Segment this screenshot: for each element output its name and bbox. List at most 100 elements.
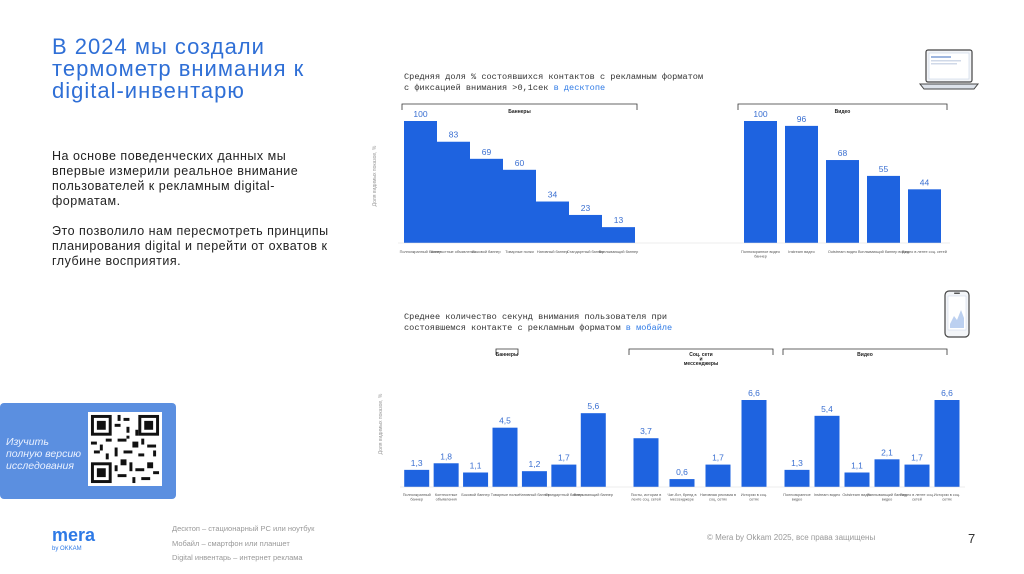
chart2-value-label: 6,6 xyxy=(748,388,760,398)
chart1-category-label: Нативный баннер xyxy=(537,250,568,254)
chart2-category-label: Полноэкранное видео xyxy=(783,493,810,502)
chart1-group-bracket xyxy=(401,103,638,110)
chart1-bar xyxy=(503,169,536,243)
chart1-title-highlight: в десктопе xyxy=(553,83,606,93)
chart1-value-label: 23 xyxy=(581,203,591,213)
qr-label[interactable]: Изучить полную версию исследования xyxy=(6,436,82,472)
chart2-value-label: 1,8 xyxy=(440,451,452,461)
chart1-desktop-attention: Доля видимых показов, % Баннеры 100 Полноэк… xyxy=(372,103,950,259)
chart2-category-label: Нативный баннер xyxy=(519,493,550,497)
chart1-value-label: 83 xyxy=(449,130,459,140)
chart2-title: Среднее количество секунд внимания польз… xyxy=(404,312,714,334)
chart2-value-label: 1,2 xyxy=(529,459,541,469)
chart2-bar xyxy=(492,427,518,487)
chart2-value-label: 6,6 xyxy=(941,388,953,398)
chart1-value-label: 34 xyxy=(548,190,558,200)
chart1-value-label: 44 xyxy=(920,177,930,187)
chart2-category-label: Товарные полки xyxy=(491,493,519,497)
chart1-value-label: 96 xyxy=(797,114,807,124)
chart2-group-bracket xyxy=(782,348,948,355)
chart2-ylabel: Доля видимых показов, % xyxy=(378,393,384,454)
chart1-category-label: Контекстные объявления xyxy=(431,250,476,254)
chart2-value-label: 5,6 xyxy=(587,401,599,411)
chart2-bar xyxy=(814,415,840,487)
chart1-category-label: Стандартный баннер xyxy=(567,250,604,254)
qr-code-graphic xyxy=(88,412,162,486)
chart2-bar xyxy=(741,400,767,487)
chart2-category-label: Истории в соц. сетях xyxy=(934,493,960,502)
chart1-category-label: Полноэкранное видео баннер xyxy=(741,250,780,259)
chart2-bar xyxy=(705,464,731,487)
chart2-category-label: Видео в ленте соц. сетей xyxy=(900,493,934,502)
chart2-value-label: 3,7 xyxy=(640,426,652,436)
chart1-bar xyxy=(437,141,470,243)
chart1-group-label: Видео xyxy=(835,109,851,115)
chart2-value-label: 1,1 xyxy=(851,461,863,471)
chart2-group-bracket xyxy=(495,348,519,355)
chart1-category-label: Всплывающий баннер видео xyxy=(858,250,909,254)
chart1-value-label: 13 xyxy=(614,215,624,225)
chart1-title: Средняя доля % состоявшихся контактов с … xyxy=(404,72,704,94)
chart2-bar xyxy=(784,469,810,487)
chart1-value-label: 69 xyxy=(482,147,492,157)
chart2-category-label: Боковой баннер xyxy=(461,493,489,497)
chart2-bar xyxy=(874,459,900,487)
chart2-category-label: Нативная реклама в соц. сетях xyxy=(700,493,736,502)
chart2-value-label: 5,4 xyxy=(821,404,833,414)
chart1-bar xyxy=(908,189,941,243)
chart2-category-label: Контекстные объявления xyxy=(435,493,458,502)
chart2-bar xyxy=(463,472,489,487)
chart1-category-label: Видео в ленте соц. сетей xyxy=(902,250,947,254)
chart2-mobile-seconds: Доля видимых показов, % Баннеры 1,3 Полноэк… xyxy=(378,348,965,502)
chart2-category-label: Всплывающий баннер xyxy=(574,493,613,497)
footnote-mobile: Мобайл – смартфон или планшет xyxy=(172,539,290,548)
chart2-value-label: 4,5 xyxy=(499,416,511,426)
chart2-bar xyxy=(551,464,577,487)
chart1-category-label: Боковой баннер xyxy=(472,250,500,254)
chart2-bar xyxy=(404,469,430,487)
chart2-value-label: 1,3 xyxy=(791,458,803,468)
chart1-bar xyxy=(470,158,503,243)
chart1-category-label: Полноэкранный баннер xyxy=(400,250,442,254)
chart2-category-label: Истории в соц. сетях xyxy=(741,493,767,502)
chart1-category-label: Instream видео xyxy=(788,250,814,254)
chart2-bar xyxy=(433,463,459,487)
chart2-bar xyxy=(580,413,606,487)
chart1-bar xyxy=(569,214,602,243)
chart2-category-label: Стандартный баннер xyxy=(545,493,582,497)
chart1-value-label: 100 xyxy=(413,109,427,119)
chart2-bar xyxy=(844,472,870,487)
chart2-bar xyxy=(633,438,659,487)
chart1-group-label: Баннеры xyxy=(508,109,531,115)
chart1-title-text: Средняя доля % состоявшихся контактов с … xyxy=(404,72,704,93)
chart2-group-bracket xyxy=(628,348,774,355)
page-number: 7 xyxy=(968,531,976,546)
chart2-value-label: 1,1 xyxy=(470,461,482,471)
chart2-value-label: 1,7 xyxy=(911,453,923,463)
chart1-value-label: 55 xyxy=(879,164,889,174)
chart1-bar xyxy=(536,201,569,243)
chart2-category-label: Чат-бот, бренд в мессенджере xyxy=(668,493,697,502)
chart1-value-label: 68 xyxy=(838,148,848,158)
chart1-category-label: Товарные полки xyxy=(505,250,533,254)
chart2-value-label: 1,7 xyxy=(712,453,724,463)
chart1-group-bracket xyxy=(737,103,948,110)
chart2-category-label: Полноэкранный баннер xyxy=(403,493,431,502)
chart1-bar xyxy=(602,227,635,243)
chart2-title-highlight: в мобайле xyxy=(625,323,673,333)
chart2-title-text: Среднее количество секунд внимания польз… xyxy=(404,312,668,333)
intro-text: На основе поведенческих данных мы впервы… xyxy=(52,149,342,269)
chart2-category-label: Посты, истории в ленте соц. сетей xyxy=(631,493,662,502)
intro-paragraph-2: Это позволило нам пересмотреть принципы … xyxy=(52,224,329,268)
chart2-group-label: Баннеры xyxy=(496,352,519,358)
laptop-icon xyxy=(918,48,980,92)
chart2-category-label: Всплывающий баннер видео xyxy=(867,493,906,502)
chart1-value-label: 100 xyxy=(753,109,767,119)
smartphone-icon xyxy=(944,290,970,338)
chart2-bar xyxy=(934,400,960,487)
footnote-digital: Digital инвентарь – интернет реклама xyxy=(172,553,303,562)
chart1-bar xyxy=(826,160,859,243)
chart2-bar xyxy=(904,464,930,487)
chart1-bar xyxy=(867,175,900,243)
qr-code[interactable] xyxy=(88,412,162,486)
